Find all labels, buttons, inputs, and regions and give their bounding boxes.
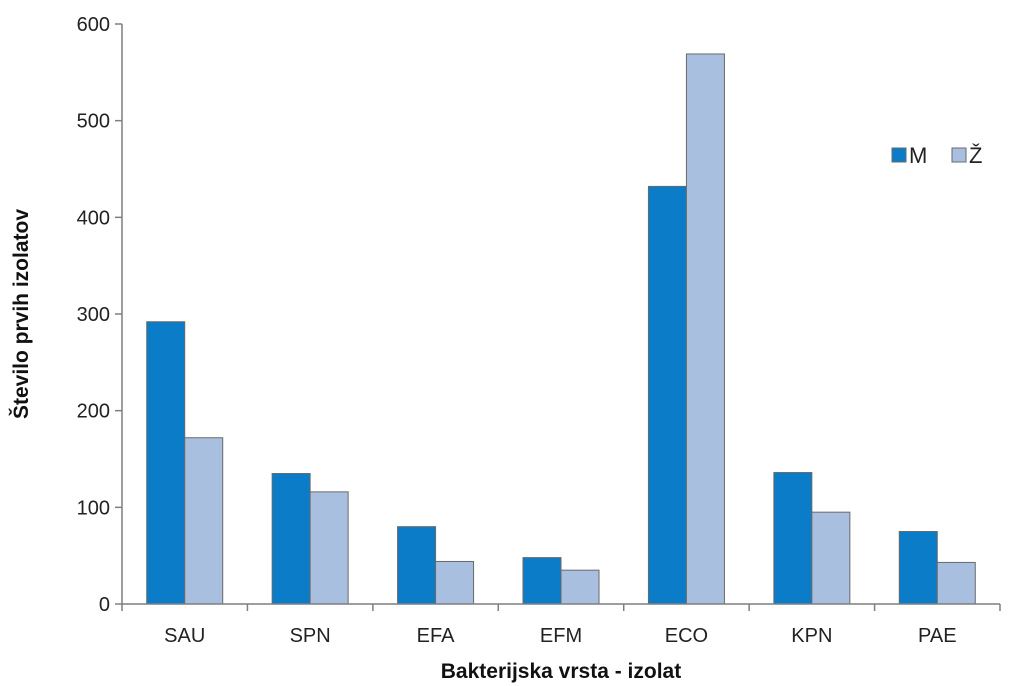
- y-tick-label: 0: [99, 594, 110, 616]
- bar-efa-series-0: [397, 526, 437, 605]
- y-tick-label: 200: [77, 401, 110, 423]
- bar-spn-series-1: [309, 491, 349, 605]
- x-tick-label-efm: EFM: [540, 625, 582, 647]
- bar-kpn-series-1: [811, 511, 851, 605]
- x-tick-label-efa: EFA: [417, 625, 455, 647]
- bar-sau-series-1: [184, 437, 224, 605]
- y-axis-title: Število prvih izolatov: [9, 209, 33, 419]
- x-tick-label-pae: PAE: [918, 625, 957, 647]
- bar-eco-series-0: [647, 185, 687, 605]
- bar-pae-series-1: [936, 561, 976, 605]
- x-tick-label-spn: SPN: [290, 625, 331, 647]
- bar-efa-series-1: [435, 560, 475, 605]
- legend-swatch-1: [951, 147, 967, 163]
- y-tick-label: 300: [77, 304, 110, 326]
- x-tick-label-eco: ECO: [665, 625, 708, 647]
- legend-label-0: M: [909, 143, 927, 168]
- y-tick-label: 100: [77, 497, 110, 519]
- y-ticks-group: 0 100 200 300 400 500 600: [77, 14, 122, 616]
- y-tick-label: 400: [77, 207, 110, 229]
- bar-sau-series-0: [146, 321, 186, 605]
- x-tick-label-kpn: KPN: [791, 625, 832, 647]
- bar-kpn-series-0: [773, 472, 813, 605]
- x-axis-title: Bakterijska vrsta - izolat: [441, 660, 681, 683]
- bar-efm-series-0: [522, 557, 562, 605]
- bar-spn-series-0: [271, 473, 311, 605]
- x-ticks-group: SAU SPN EFA EFM ECO KPN PAE: [121, 604, 1001, 647]
- bar-efm-series-1: [560, 569, 600, 605]
- legend-label-1: Ž: [969, 143, 982, 168]
- bar-pae-series-0: [898, 531, 938, 605]
- x-tick-label-sau: SAU: [164, 625, 205, 647]
- y-tick-label: 600: [77, 14, 110, 36]
- legend-swatch-0: [891, 147, 907, 163]
- y-tick-label: 500: [77, 111, 110, 133]
- bar-eco-series-1: [685, 53, 725, 605]
- bars-group: [146, 53, 976, 605]
